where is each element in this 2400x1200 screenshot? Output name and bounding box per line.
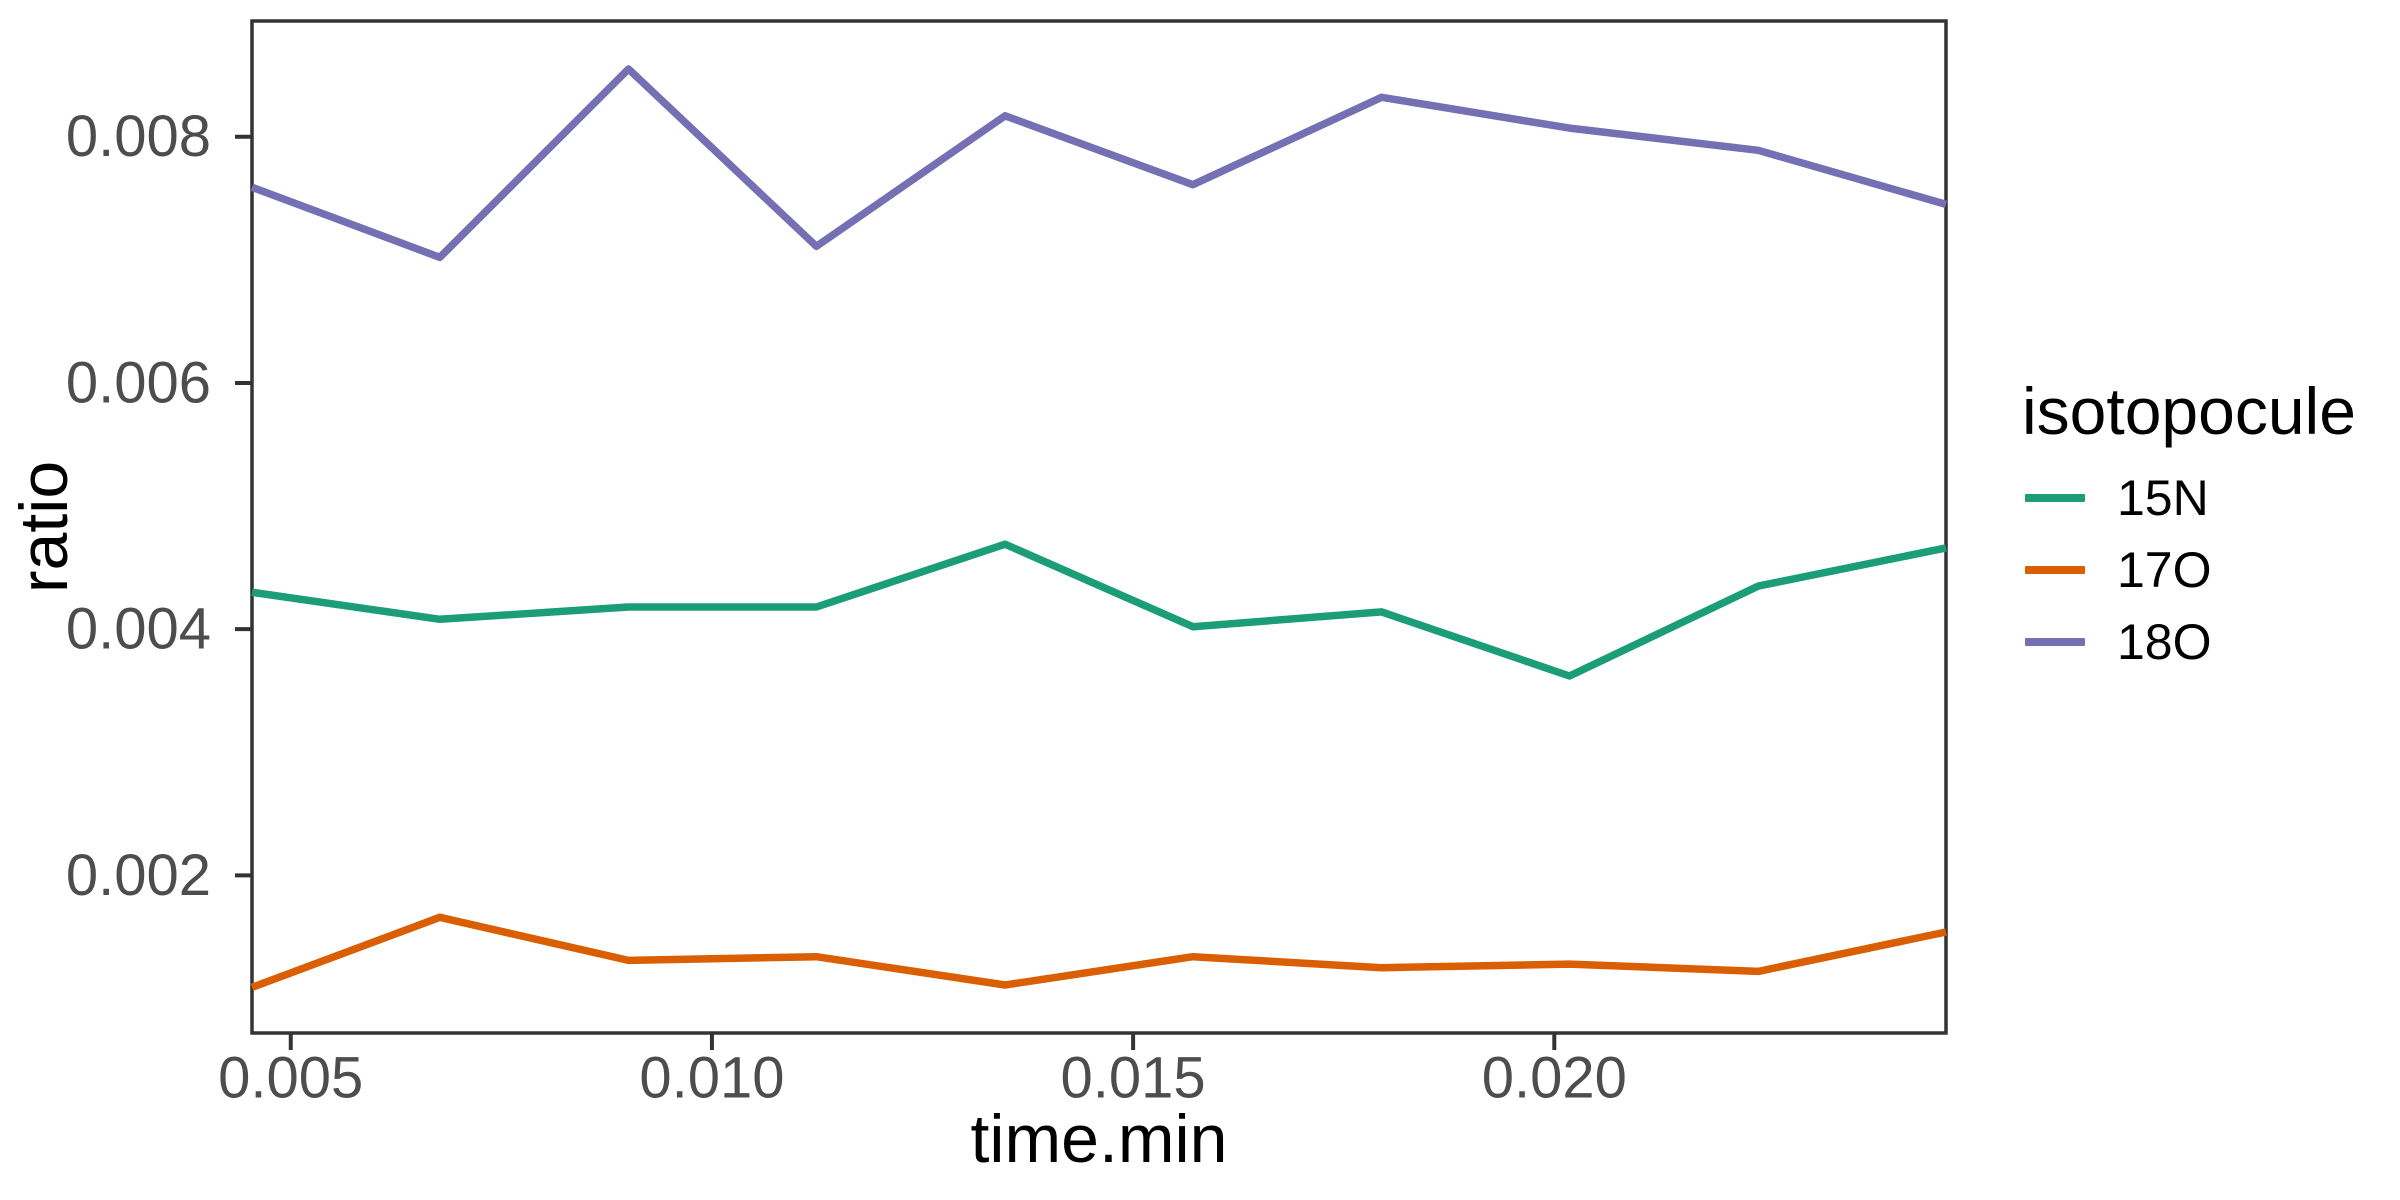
legend-key-line-17o	[2025, 566, 2085, 574]
legend-key-line-15n	[2025, 494, 2085, 502]
series-line-17O	[250, 913, 1947, 991]
series-line-15N	[251, 540, 1947, 680]
y-tick-label: 0.006	[66, 350, 211, 415]
legend-label-17o: 17O	[2117, 542, 2212, 598]
series-line-18O	[250, 65, 1948, 262]
y-axis-title: ratio	[6, 460, 82, 594]
legend-label-18o: 18O	[2117, 614, 2212, 670]
legend-item-17o: 17O	[2022, 534, 2356, 606]
panel-border	[250, 19, 1948, 1035]
x-tick-label: 0.005	[218, 1046, 363, 1111]
legend-title: isotopocule	[2022, 374, 2356, 448]
y-tick-label: 0.008	[66, 104, 211, 169]
legend-item-18o: 18O	[2022, 606, 2356, 678]
y-tick-label: 0.002	[66, 843, 211, 908]
legend-key-line-18o	[2025, 638, 2085, 646]
legend-label-15n: 15N	[2117, 470, 2209, 526]
y-tick-label: 0.004	[66, 597, 211, 662]
x-tick-label: 0.015	[1061, 1046, 1206, 1111]
x-tick-label: 0.020	[1482, 1046, 1627, 1111]
x-axis-title: time.min	[970, 1101, 1228, 1177]
x-tick-label: 0.010	[639, 1046, 784, 1111]
legend-item-15n: 15N	[2022, 462, 2356, 534]
legend: isotopocule 15N 17O 18O	[2022, 372, 2356, 678]
